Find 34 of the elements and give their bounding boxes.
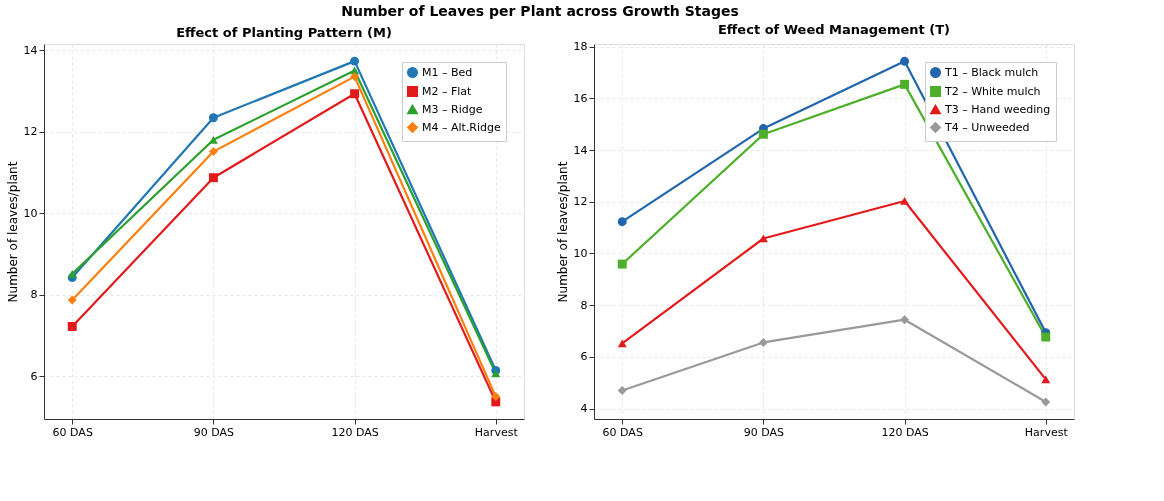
- legend-label: M4 – Alt.Ridge: [422, 120, 502, 134]
- chart-title: Effect of Planting Pattern (M): [176, 25, 392, 40]
- legend-label: M2 – Flat: [422, 84, 473, 98]
- y-tick-label: 16: [573, 91, 588, 105]
- legend-label: T1 – Black mulch: [944, 65, 1039, 79]
- y-tick-label: 8: [30, 288, 38, 302]
- text: Number of Leaves per Plant across Growth Stages: [341, 3, 739, 20]
- y-axis-title: Number of leaves/plant: [5, 161, 20, 303]
- x-tick-label: Harvest: [474, 425, 519, 439]
- chart-title: Effect of Weed Management (T): [717, 21, 951, 37]
- y-tick-label: 10: [573, 246, 588, 260]
- y-tick-label: 4: [580, 402, 588, 416]
- y-tick-label: 14: [23, 43, 38, 57]
- x-tick-label: 90 DAS: [193, 425, 235, 439]
- legend-label: T2 – White mulch: [944, 84, 1041, 98]
- x-tick-label: 120 DAS: [331, 425, 379, 439]
- legend-label: M1 – Bed: [422, 65, 473, 79]
- x-tick-label: 90 DAS: [743, 425, 785, 439]
- x-tick-label: 120 DAS: [881, 425, 929, 439]
- y-tick-label: 12: [573, 195, 588, 209]
- y-tick-label: 6: [30, 369, 38, 383]
- y-tick-label: 6: [580, 350, 588, 364]
- x-tick-label: Harvest: [1024, 425, 1069, 439]
- y-tick-label: 14: [573, 143, 588, 157]
- y-tick-label: 12: [23, 125, 38, 139]
- y-tick-label: 10: [23, 206, 38, 220]
- x-tick-label: 60 DAS: [52, 425, 93, 439]
- y-tick-label: 18: [573, 40, 588, 54]
- legend-label: T3 – Hand weeding: [944, 102, 1051, 116]
- y-tick-label: 8: [580, 298, 588, 312]
- legend-label: T4 – Unweeded: [944, 120, 1030, 134]
- legend-label: M3 – Ridge: [422, 102, 483, 116]
- y-axis-title: Number of leaves/plant: [555, 161, 570, 303]
- x-tick-label: 60 DAS: [602, 425, 643, 439]
